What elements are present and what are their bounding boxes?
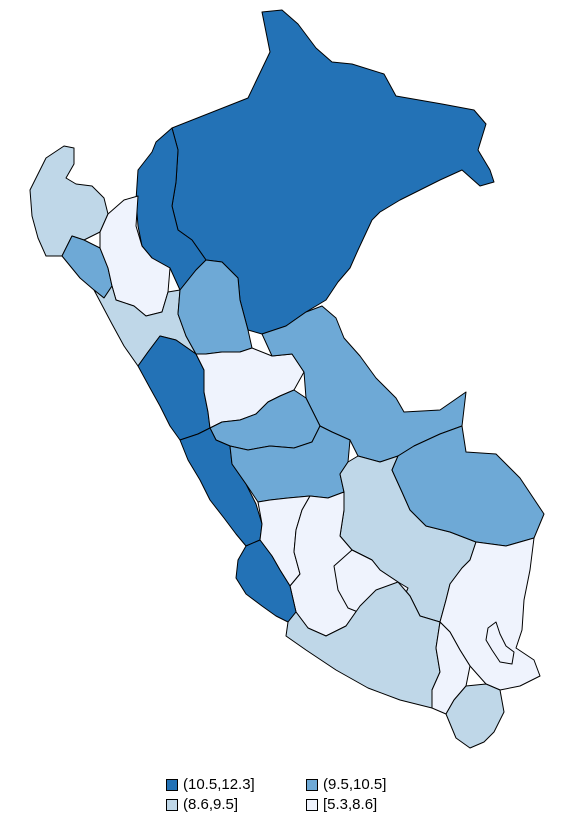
region-amazonas [135, 127, 207, 291]
lake-titicaca [485, 621, 515, 665]
legend-label-c3: (8.6,9.5] [183, 796, 239, 813]
legend-swatch-c2 [306, 778, 318, 791]
region-tacna [445, 683, 505, 749]
legend-label-c2: (9.5,10.5] [323, 776, 387, 793]
region-piura [29, 145, 109, 257]
legend-swatch-c4 [306, 798, 318, 811]
legend-item-c1: (10.5,12.3] [166, 776, 255, 793]
legend-swatch-c1 [166, 778, 178, 791]
legend-label-c4: [5.3,8.6] [323, 796, 378, 813]
legend-item-c2: (9.5,10.5] [306, 776, 386, 793]
legend-swatch-c3 [166, 798, 178, 811]
legend-label-c1: (10.5,12.3] [183, 776, 255, 793]
peru-choropleth-map [29, 9, 545, 749]
legend-item-c4: [5.3,8.6] [306, 796, 377, 813]
map-legend: (10.5,12.3] (9.5,10.5] (8.6,9.5] [5.3,8.… [166, 774, 426, 818]
legend-item-c3: (8.6,9.5] [166, 796, 238, 813]
